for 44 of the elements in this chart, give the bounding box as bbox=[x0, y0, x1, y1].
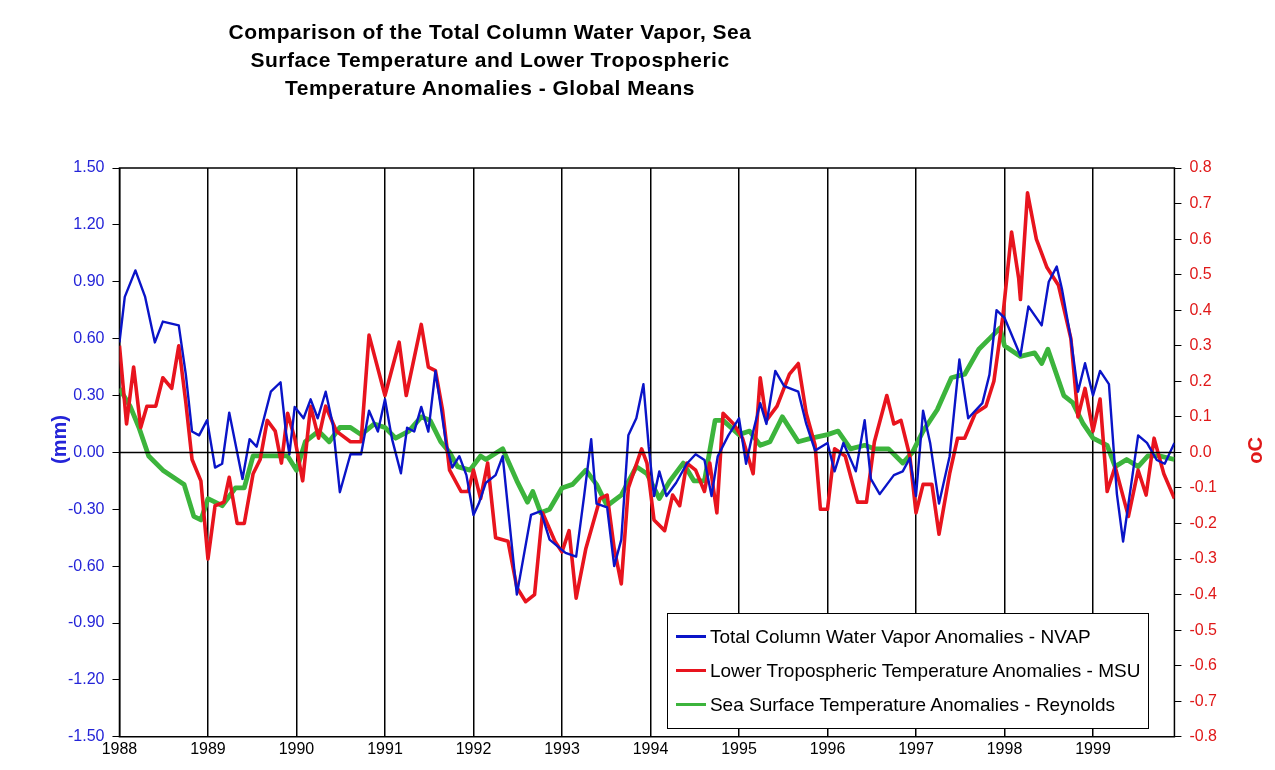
y2-tick-label: 0.4 bbox=[1189, 300, 1212, 318]
y2-tick-label: -0.7 bbox=[1189, 691, 1218, 709]
x-tick-label: 1989 bbox=[190, 739, 226, 757]
x-tick-label: 1991 bbox=[367, 739, 403, 757]
y2-tick-label: -0.4 bbox=[1189, 585, 1218, 603]
y2-tick-label: 0.3 bbox=[1189, 336, 1212, 354]
y-tick-label: 0.90 bbox=[73, 272, 105, 290]
y2-tick-label: -0.8 bbox=[1189, 727, 1218, 745]
y2-tick-label: 0.5 bbox=[1189, 265, 1212, 283]
y2-tick-label: 0.8 bbox=[1189, 158, 1212, 176]
legend-label: Sea Surface Temperature Anomalies - Reynolds bbox=[709, 693, 1116, 716]
y-tick-label: -0.30 bbox=[68, 499, 105, 517]
y2-tick-label: -0.3 bbox=[1189, 549, 1218, 567]
x-tick-label: 1997 bbox=[898, 739, 934, 757]
chart-title: Comparison of the Total Column Water Vapor, Sea Surface Temperature and Lower Tropospheric Temperature Anomalies - Global Means bbox=[227, 19, 753, 101]
x-tick-label: 1990 bbox=[278, 739, 315, 757]
y-tick-label: 0.00 bbox=[73, 442, 105, 460]
y2-tick-label: -0.5 bbox=[1189, 620, 1218, 638]
y2-tick-label: 0.6 bbox=[1189, 229, 1212, 247]
y-tick-label: 1.50 bbox=[73, 158, 105, 176]
y-tick-label: -1.20 bbox=[68, 670, 105, 688]
x-tick-label: 1995 bbox=[721, 739, 757, 757]
y2-tick-label: -0.2 bbox=[1189, 513, 1218, 531]
y2-tick-label: -0.1 bbox=[1189, 478, 1218, 496]
y2-tick-label: 0.1 bbox=[1189, 407, 1212, 425]
y-tick-label: 0.30 bbox=[73, 385, 105, 403]
y2-axis-title: oC bbox=[1243, 437, 1267, 464]
y-tick-label: 0.60 bbox=[73, 329, 105, 347]
x-tick-label: 1996 bbox=[809, 739, 846, 757]
x-tick-label: 1999 bbox=[1075, 739, 1111, 757]
y-tick-label: -0.60 bbox=[68, 556, 105, 574]
y2-tick-label: 0.2 bbox=[1189, 371, 1212, 389]
x-tick-label: 1992 bbox=[455, 739, 492, 757]
y-axis-title: (mm) bbox=[47, 415, 71, 464]
y2-tick-label: -0.6 bbox=[1189, 656, 1218, 674]
legend-label: Lower Tropospheric Temperature Anomalies - MSU bbox=[709, 659, 1141, 682]
x-tick-label: 1998 bbox=[986, 739, 1023, 757]
y2-tick-label: 0.7 bbox=[1189, 193, 1212, 211]
x-tick-label: 1993 bbox=[544, 739, 580, 757]
y-tick-label: 1.20 bbox=[73, 215, 105, 233]
legend-label: Total Column Water Vapor Anomalies - NVAP bbox=[709, 625, 1091, 648]
y2-tick-label: 0.0 bbox=[1189, 442, 1212, 460]
y-tick-label: -0.90 bbox=[68, 613, 105, 631]
x-tick-label: 1994 bbox=[632, 739, 669, 757]
